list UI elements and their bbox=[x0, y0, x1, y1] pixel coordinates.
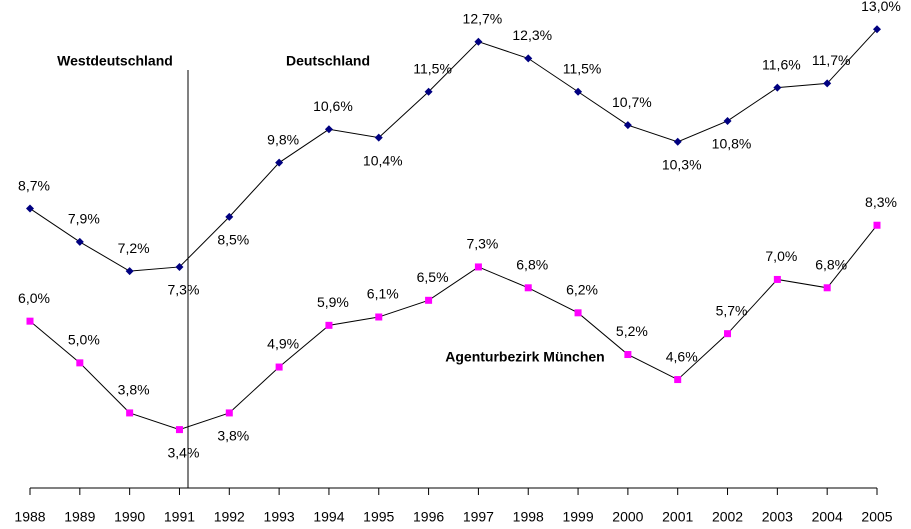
marker bbox=[425, 296, 433, 304]
annotation: Westdeutschland bbox=[57, 53, 173, 69]
marker bbox=[873, 221, 881, 229]
data-label: 5,7% bbox=[716, 302, 748, 318]
marker bbox=[623, 121, 632, 130]
data-label: 6,5% bbox=[417, 269, 449, 285]
data-label: 10,4% bbox=[363, 152, 403, 168]
marker bbox=[674, 376, 682, 384]
marker bbox=[773, 83, 782, 92]
data-label: 10,6% bbox=[313, 98, 353, 114]
data-label: 7,3% bbox=[168, 282, 200, 298]
marker bbox=[225, 409, 233, 417]
data-label: 10,7% bbox=[612, 94, 652, 110]
data-label: 7,2% bbox=[118, 240, 150, 256]
marker bbox=[474, 37, 483, 46]
marker bbox=[75, 237, 84, 246]
x-tick-label: 1991 bbox=[164, 509, 195, 525]
data-label: 6,1% bbox=[367, 286, 399, 302]
marker bbox=[125, 267, 134, 276]
data-label: 4,6% bbox=[666, 348, 698, 364]
marker bbox=[474, 263, 482, 271]
marker bbox=[724, 330, 732, 338]
marker bbox=[325, 321, 333, 329]
marker bbox=[823, 284, 831, 292]
data-label: 6,0% bbox=[18, 290, 50, 306]
marker bbox=[374, 133, 383, 142]
x-tick-label: 1996 bbox=[413, 509, 444, 525]
marker bbox=[624, 351, 632, 359]
x-tick-label: 2000 bbox=[612, 509, 643, 525]
x-tick-label: 1988 bbox=[14, 509, 45, 525]
x-tick-label: 2002 bbox=[712, 509, 743, 525]
x-tick-label: 2003 bbox=[762, 509, 793, 525]
data-label: 12,3% bbox=[512, 27, 552, 43]
data-label: 5,0% bbox=[68, 332, 100, 348]
marker bbox=[574, 309, 582, 317]
marker bbox=[76, 359, 84, 367]
data-label: 11,5% bbox=[413, 60, 452, 76]
marker bbox=[723, 116, 732, 125]
x-tick-label: 1997 bbox=[463, 509, 494, 525]
data-label: 7,9% bbox=[68, 211, 100, 227]
data-label: 11,6% bbox=[762, 56, 801, 72]
data-label: 8,7% bbox=[18, 177, 50, 193]
marker bbox=[873, 25, 881, 34]
data-label: 6,8% bbox=[815, 256, 847, 272]
data-label: 13,0% bbox=[861, 0, 901, 14]
marker bbox=[26, 317, 34, 325]
marker bbox=[823, 79, 832, 88]
marker bbox=[375, 313, 383, 321]
x-tick-label: 1995 bbox=[363, 509, 394, 525]
x-tick-label: 1994 bbox=[313, 509, 344, 525]
marker bbox=[524, 284, 532, 292]
data-label: 12,7% bbox=[463, 10, 503, 26]
marker bbox=[175, 262, 184, 271]
x-tick-label: 1998 bbox=[513, 509, 544, 525]
marker bbox=[524, 54, 533, 63]
marker bbox=[126, 409, 134, 417]
data-label: 11,5% bbox=[563, 60, 602, 76]
data-label: 6,8% bbox=[516, 256, 548, 272]
series-line bbox=[29, 28, 878, 272]
data-label: 7,3% bbox=[466, 236, 498, 252]
data-label: 10,3% bbox=[662, 157, 702, 173]
marker bbox=[275, 363, 283, 371]
x-tick-label: 2001 bbox=[662, 509, 693, 525]
data-label: 9,8% bbox=[267, 131, 299, 147]
data-label: 3,8% bbox=[118, 382, 150, 398]
annotation: Agenturbezirk München bbox=[445, 349, 604, 365]
data-label: 3,4% bbox=[168, 444, 200, 460]
data-label: 5,2% bbox=[616, 323, 648, 339]
annotation: Deutschland bbox=[286, 53, 370, 69]
marker bbox=[175, 426, 183, 434]
data-label: 8,3% bbox=[865, 194, 897, 210]
x-tick-label: 1999 bbox=[562, 509, 593, 525]
x-tick-label: 2005 bbox=[861, 509, 892, 525]
marker bbox=[324, 125, 333, 134]
marker bbox=[424, 87, 433, 96]
data-label: 8,5% bbox=[217, 232, 249, 248]
marker bbox=[225, 212, 234, 221]
data-label: 7,0% bbox=[765, 248, 797, 264]
data-label: 11,7% bbox=[812, 52, 851, 68]
x-tick-label: 2004 bbox=[812, 509, 843, 525]
data-label: 6,2% bbox=[566, 282, 598, 298]
x-tick-label: 1993 bbox=[264, 509, 295, 525]
x-tick-label: 1992 bbox=[214, 509, 245, 525]
x-tick-label: 1990 bbox=[114, 509, 145, 525]
data-label: 4,9% bbox=[267, 336, 299, 352]
marker bbox=[275, 158, 284, 167]
marker bbox=[773, 275, 781, 283]
marker bbox=[673, 137, 682, 146]
data-label: 3,8% bbox=[217, 428, 249, 444]
marker bbox=[574, 87, 583, 96]
series-line bbox=[29, 224, 878, 431]
data-label: 10,8% bbox=[712, 136, 752, 152]
x-tick-label: 1989 bbox=[64, 509, 95, 525]
marker bbox=[26, 204, 34, 213]
data-label: 5,9% bbox=[317, 294, 349, 310]
